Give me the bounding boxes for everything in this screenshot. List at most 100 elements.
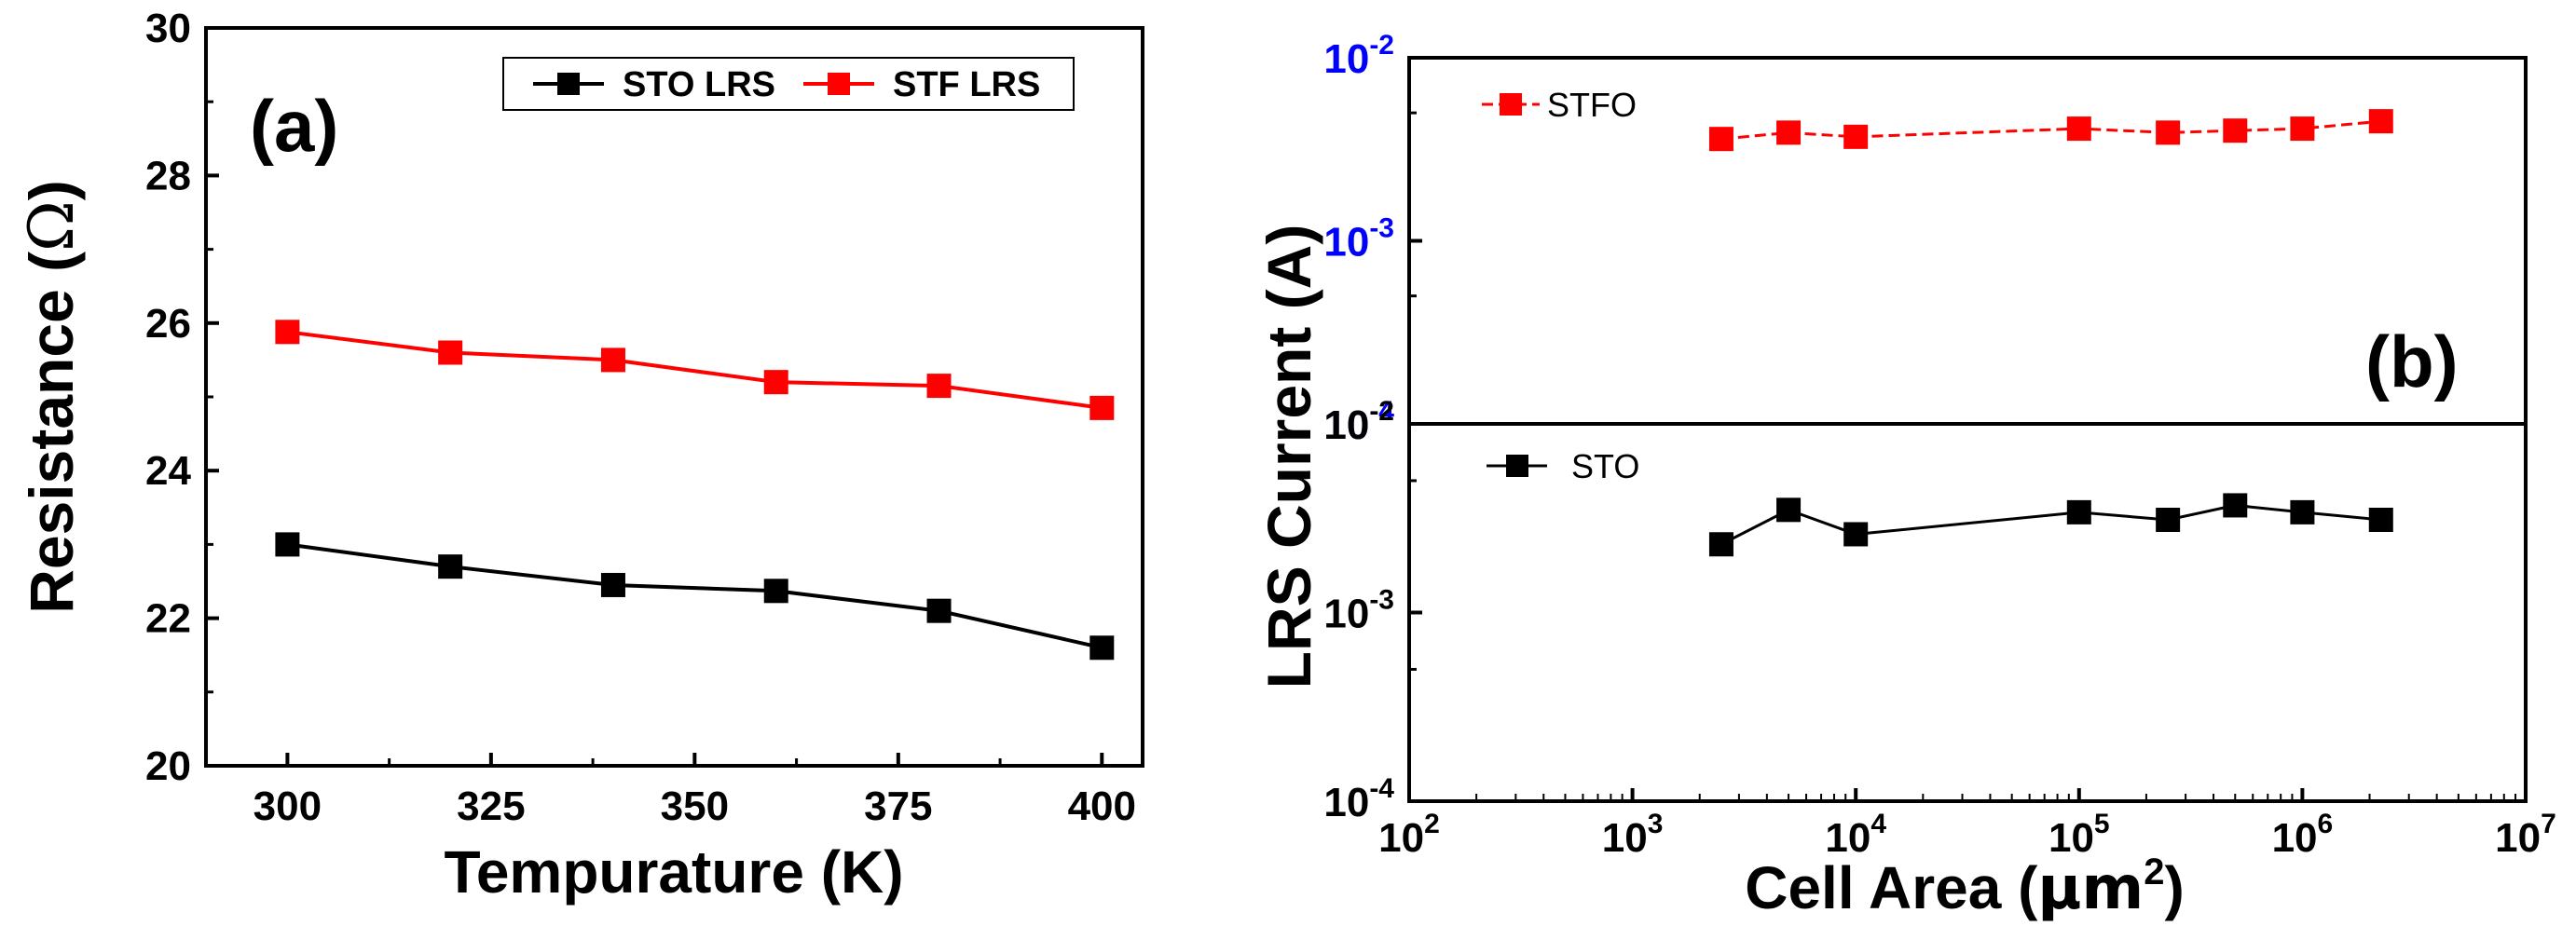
panel-b-x-tick-label: 107 [2495,809,2556,861]
panel-b-x-tick-base: 10 [2272,815,2318,861]
series-sto-lrs-point [763,579,788,604]
panel-a-y-tick-label: 24 [145,448,191,494]
series-sto-lrs-point [926,598,952,623]
panel-b-top-y-tick-exponent: -2 [1369,30,1394,61]
series-stf-lrs-point [926,374,952,399]
series-sto-lrs-point [600,572,625,597]
series-stfo-point [1843,124,1869,149]
series-sto-point [2290,499,2315,524]
series-stfo-point [2290,116,2315,142]
panel-b-bottom-y-tick-exponent: -2 [1369,396,1394,427]
panel-a-y-tick-label: 28 [145,153,191,198]
series-sto-lrs-point [275,532,300,557]
series-sto-point [1776,497,1802,523]
panel-b-x-tick-label: 106 [2272,809,2334,861]
legend-stf-lrs-marker [828,73,850,95]
series-sto-point [2223,493,2248,518]
panel-b-x-axis-unit: μm [2037,854,2144,923]
panel-a-x-axis-label: Tempurature (K) [444,838,903,906]
series-stf-lrs-point [275,320,300,345]
panel-b-bottom-y-tick-base: 10 [1323,402,1369,448]
panel-b-axis-ticks: 102 103 104 105 106 10710-210-310-410-210-310… [1323,30,2555,861]
series-sto-lrs-point [1089,635,1115,661]
panel-b-x-tick-exponent: 3 [1648,809,1664,839]
series-stfo-point [2156,120,2181,145]
legend-sto-marker [1506,455,1528,477]
series-stf-lrs-point [600,347,625,373]
series-stf-lrs-line [287,330,1103,410]
panel-a-x-tick-label: 375 [864,783,932,829]
panel-a-x-tick-label: 325 [457,783,525,829]
panel-a-series [275,320,1115,661]
panel-b-top-y-tick-label: 10-3 [1323,213,1394,266]
panel-b-top-y-tick-base: 10 [1323,220,1369,266]
series-stfo-point [2066,116,2091,142]
legend-sto-label: STO [1571,447,1639,485]
series-stfo-point [2368,109,2393,134]
series-stf-lrs-point [763,370,788,395]
panel-a-x-tick-label: 400 [1068,783,1136,829]
panel-a-y-tick-label: 26 [145,301,191,347]
panel-b-x-tick-base: 10 [1378,815,1424,861]
series-sto-lrs-line [287,542,1103,650]
panel-b-series [1708,109,2393,557]
panel-b-label: (b) [2365,320,2459,402]
panel-a-y-axis-unit: Ω [16,200,88,252]
panel-a-axis-ticks: 300 325 350 375 400 20 22 24 26 28 30 [145,6,1136,829]
series-sto-point [2156,507,2181,532]
panel-b-x-axis-label-main: Cell Area ( [1745,854,2038,921]
panel-b-top-y-tick-base: 10 [1323,36,1369,82]
legend-sto-lrs-label: STO LRS [623,65,775,104]
panel-b-bottom-y-tick-base: 10 [1323,780,1369,825]
series-sto-point [2066,499,2091,524]
panel-b-bottom-y-tick-label: 10-2 [1323,396,1394,448]
panel-b-bottom-y-tick-exponent: -3 [1369,585,1394,616]
panel-a-x-tick-label: 350 [661,783,729,829]
series-sto-point [1708,532,1733,557]
legend-stfo-marker [1500,93,1522,116]
panel-b-top-y-tick-exponent: -3 [1369,213,1394,244]
panel-b-x-tick-exponent: 7 [2541,809,2556,839]
panel-b-x-tick-label: 105 [2048,809,2110,861]
panel-b-x-tick-base: 10 [1602,815,1648,861]
panel-b-x-tick-base: 10 [1825,815,1870,861]
panel-a-label: (a) [250,85,338,167]
series-sto-line [1720,503,2381,546]
panel-b-x-tick-exponent: 2 [1424,809,1440,839]
legend-stfo-label: STFO [1547,86,1637,124]
panel-b-bottom-y-tick-base: 10 [1323,592,1369,637]
series-stfo-line [1720,119,2381,141]
panel-a-plot-frame [204,26,1144,768]
panel-b-x-axis-label: Cell Area (μm2) [1745,851,2185,923]
panel-b-bottom-y-tick-label: 10-4 [1323,773,1394,825]
panel-a-y-axis-label-close: ) [17,180,86,200]
panel-b-current-vs-cell-area: 102 103 104 105 106 10710-210-310-410-210-310… [1254,30,2556,923]
panel-b-x-tick-label: 103 [1602,809,1664,861]
series-stfo-point [1776,120,1802,145]
legend-sto-lrs-marker [557,73,580,95]
panel-b-x-tick-exponent: 6 [2318,809,2334,839]
series-stfo-point [1708,127,1733,152]
panel-b-x-tick-label: 104 [1825,809,1886,861]
panel-b-y-axis-label: LRS Current (A) [1254,225,1323,689]
panel-a-x-tick-label: 300 [253,783,322,829]
panel-b-top-y-tick-label: 10-2 [1323,30,1394,82]
panel-a-resistance-vs-temperature: 300 325 350 375 400 20 22 24 26 28 30 (a) Tempurat… [16,6,1144,906]
panel-b-top-y-tick-base: 10 [1323,402,1369,448]
panel-a-y-axis-label: Resistance (Ω) [16,180,88,614]
series-sto-point [2368,507,2393,532]
panel-b-x-tick-label: 102 [1378,809,1440,861]
series-stf-lrs-point [438,340,463,365]
panel-b-top-y-tick-label: 10-4 [1323,396,1394,448]
panel-b-legend-sto: STO [1487,447,1639,485]
series-stfo-point [2223,118,2248,143]
panel-b-x-tick-base: 10 [2048,815,2094,861]
series-sto-point [1843,522,1869,547]
panel-b-bottom-y-tick-label: 10-3 [1323,585,1394,637]
panel-a-y-axis-label-main: Resistance ( [17,252,86,614]
panel-a-y-tick-label: 20 [145,743,191,789]
panel-a-y-tick-label: 22 [145,596,191,642]
legend-stf-lrs-label: STF LRS [893,65,1040,104]
panel-b-top-y-tick-exponent: -4 [1369,396,1394,427]
series-stf-lrs-point [1089,395,1115,420]
